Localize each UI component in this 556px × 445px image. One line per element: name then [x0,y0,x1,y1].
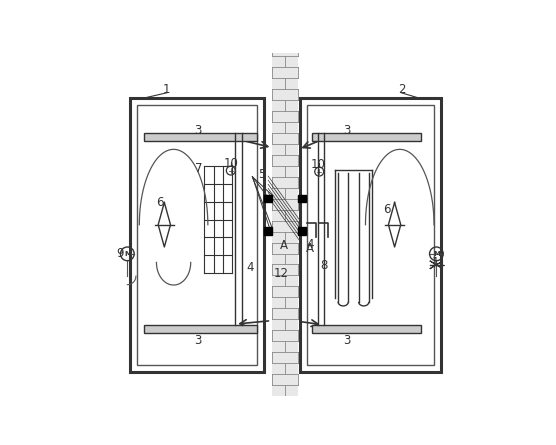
Text: A: A [306,242,314,255]
Bar [312,325,421,333]
Text: 3: 3 [343,334,350,347]
Text: 10: 10 [311,158,326,170]
Text: 6: 6 [156,196,163,209]
Bar [265,227,272,235]
Bar [144,133,257,141]
Text: 1: 1 [163,83,171,96]
Bar [300,98,441,372]
Bar [298,195,305,202]
Text: 3: 3 [194,124,201,137]
Text: 3: 3 [343,124,350,137]
Bar [298,227,305,235]
Text: A: A [280,239,288,252]
Bar [137,105,257,365]
Text: 4: 4 [246,261,254,274]
Bar [312,133,421,141]
Text: 6: 6 [383,203,390,216]
Text: 12: 12 [274,267,289,280]
Text: 8: 8 [320,259,327,271]
Bar [307,105,434,365]
Text: 9: 9 [116,247,123,260]
Bar [130,98,264,372]
Bar [144,325,257,333]
Text: 3: 3 [194,334,201,347]
Bar [272,53,298,396]
Text: 5: 5 [258,167,265,181]
Text: 7: 7 [195,162,202,175]
Text: 4: 4 [306,238,314,251]
Text: 11: 11 [431,256,446,269]
Text: 10: 10 [224,157,239,170]
Text: M: M [433,251,440,257]
Text: M: M [124,251,131,257]
Bar [265,195,272,202]
Text: 2: 2 [398,83,405,96]
